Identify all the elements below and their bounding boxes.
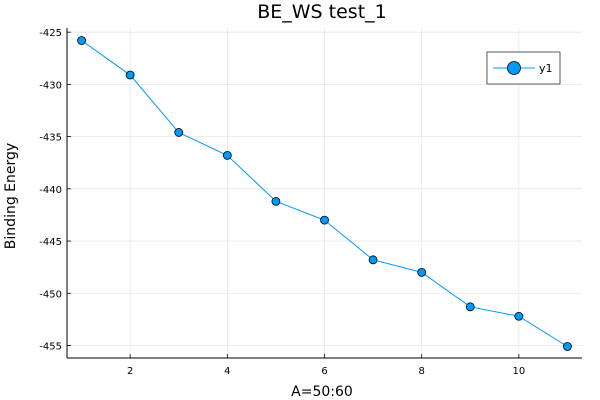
axes	[66, 28, 582, 359]
x-tick-label: 6	[321, 366, 327, 377]
legend-label-y1: y1	[539, 62, 553, 75]
y-tick-label: -430	[39, 80, 62, 91]
data-point	[77, 36, 86, 45]
grid-lines	[67, 28, 582, 358]
data-point	[271, 196, 281, 206]
data-point	[514, 311, 524, 321]
y-tick-label: -455	[39, 341, 62, 352]
x-axis-label: A=50:60	[291, 384, 353, 400]
x-tick-label: 2	[127, 366, 133, 377]
y-tick-label: -450	[39, 289, 62, 300]
x-tick-label: 8	[418, 366, 424, 377]
data-point	[222, 151, 232, 160]
data-point	[174, 128, 184, 137]
data-point	[125, 70, 135, 80]
data-point	[563, 342, 572, 351]
y-axis-label: Binding Energy	[3, 143, 19, 249]
y-tick-label: -440	[39, 185, 62, 196]
data-point	[320, 215, 329, 225]
legend-marker-y1	[507, 61, 521, 75]
series-layer	[77, 36, 572, 351]
chart-title: BE_WS test_1	[257, 1, 387, 23]
x-tick-label: 4	[224, 366, 230, 377]
y-tick-label: -445	[39, 237, 62, 248]
y-tick-label: -435	[39, 133, 62, 144]
data-point	[465, 302, 475, 312]
data-point	[417, 267, 427, 277]
y-tick-label: -425	[39, 28, 62, 39]
tick-labels: 2 4 6 8 10 -425 -430 -435 -440 -445 -450 -455	[39, 28, 525, 377]
data-point	[368, 255, 378, 265]
legend: y1	[486, 51, 561, 85]
x-tick-label: 10	[512, 366, 525, 377]
